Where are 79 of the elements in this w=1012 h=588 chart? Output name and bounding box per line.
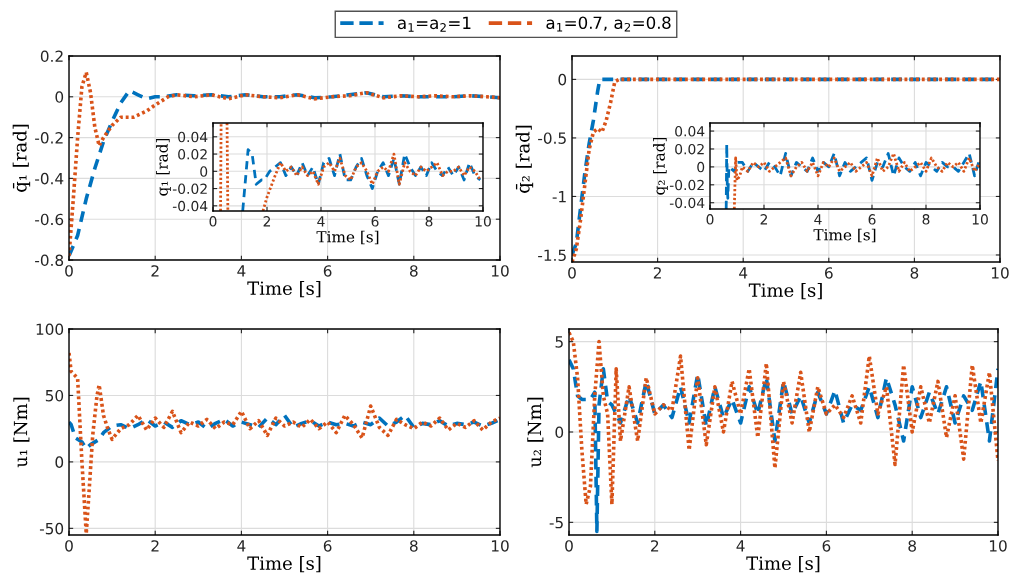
- x-tick-label: 8: [409, 540, 418, 552]
- x-tick-label: 6: [323, 540, 332, 552]
- y-tick-label: 0: [55, 456, 64, 468]
- y-axis-title: q₂ [rad]: [653, 137, 668, 195]
- x-tick-label: 8: [910, 267, 919, 279]
- line-series: [732, 152, 980, 209]
- x-tick-label: 8: [409, 265, 418, 277]
- x-tick-label: 10: [491, 540, 509, 552]
- y-tick-label: -0.04: [669, 197, 705, 209]
- x-tick-label: 0: [65, 540, 73, 552]
- y-tick-label: -0.02: [669, 179, 704, 191]
- x-tick-label: 10: [989, 540, 1007, 552]
- x-tick-label: 0: [65, 265, 73, 277]
- y-tick-label: 0: [555, 426, 564, 439]
- x-axis-title: Time [s]: [746, 556, 820, 573]
- x-tick-label: 6: [825, 267, 833, 279]
- y-tick-label: 0: [697, 161, 705, 173]
- x-tick-label: 10: [972, 214, 988, 225]
- y-tick-label: 0.04: [675, 126, 705, 137]
- x-tick-label: 6: [323, 265, 332, 277]
- legend-label: a$_{1}$=a$_{2}$=1: [397, 16, 471, 32]
- x-tick-label: 8: [908, 540, 917, 552]
- x-tick-label: 0: [706, 214, 714, 225]
- y-tick-label: -50: [39, 522, 64, 535]
- y-tick-label: -0.4: [35, 172, 64, 185]
- x-tick-label: 4: [237, 265, 246, 277]
- legend-label: a$_{1}$=0.7, a$_{2}$=0.8: [546, 16, 671, 32]
- x-tick-label: 4: [739, 267, 748, 279]
- x-tick-label: 4: [814, 214, 822, 225]
- y-tick-label: 0.02: [675, 143, 704, 155]
- y-tick-label: 0.2: [40, 50, 63, 63]
- y-tick-label: 0.04: [178, 131, 208, 143]
- y-axis-title: u₁ [Nm]: [13, 397, 30, 468]
- x-tick-label: 4: [317, 216, 325, 227]
- y-tick-label: 0: [558, 73, 567, 86]
- y-axis-title: q̄₂ [rad]: [515, 125, 534, 193]
- x-tick-label: 2: [151, 540, 159, 552]
- x-axis-title: Time [s]: [247, 556, 321, 573]
- line-series: [241, 148, 482, 211]
- y-tick-label: -0.6: [35, 213, 64, 226]
- y-tick-label: -0.02: [172, 183, 207, 195]
- y-tick-label: -0.04: [172, 200, 208, 212]
- x-tick-label: 6: [868, 214, 876, 225]
- x-tick-label: 10: [491, 265, 509, 277]
- x-tick-label: 2: [760, 214, 768, 225]
- x-axis-title: Time [s]: [316, 230, 379, 245]
- x-tick-label: 8: [922, 214, 930, 225]
- x-axis-title: Time [s]: [813, 228, 876, 243]
- y-tick-label: -0.5: [538, 132, 566, 144]
- y-tick-label: -1.5: [538, 249, 566, 261]
- x-tick-label: 2: [653, 267, 661, 279]
- y-axis-title: u₂ [Nm]: [527, 397, 544, 468]
- line-series: [724, 143, 980, 209]
- x-tick-label: 10: [475, 216, 491, 227]
- x-tick-label: 2: [651, 540, 659, 552]
- y-tick-label: 0: [200, 166, 208, 177]
- x-tick-label: 8: [425, 216, 433, 227]
- y-axis-title: q₁ [rad]: [156, 138, 171, 196]
- y-tick-label: -0.2: [35, 132, 63, 144]
- y-tick-label: 50: [45, 389, 64, 402]
- x-tick-label: 6: [371, 216, 379, 227]
- y-tick-label: -5: [549, 517, 563, 529]
- y-tick-label: -1: [552, 191, 566, 203]
- y-tick-label: 0: [55, 91, 64, 103]
- x-axis-title: Time [s]: [247, 281, 321, 298]
- x-axis-title: Time [s]: [748, 283, 822, 300]
- x-tick-label: 2: [151, 265, 159, 277]
- y-tick-label: 5: [555, 336, 563, 348]
- x-tick-label: 0: [209, 216, 217, 227]
- x-tick-label: 4: [736, 540, 745, 552]
- x-tick-label: 10: [991, 267, 1009, 279]
- x-tick-label: 0: [568, 267, 576, 279]
- y-tick-label: 0.02: [178, 149, 207, 160]
- y-axis-title: q̄₁ [rad]: [12, 124, 31, 192]
- x-tick-label: 2: [263, 216, 271, 227]
- x-tick-label: 6: [822, 540, 831, 552]
- y-tick-label: 100: [36, 323, 64, 336]
- x-tick-label: 4: [237, 540, 246, 552]
- y-tick-label: -0.8: [35, 254, 64, 267]
